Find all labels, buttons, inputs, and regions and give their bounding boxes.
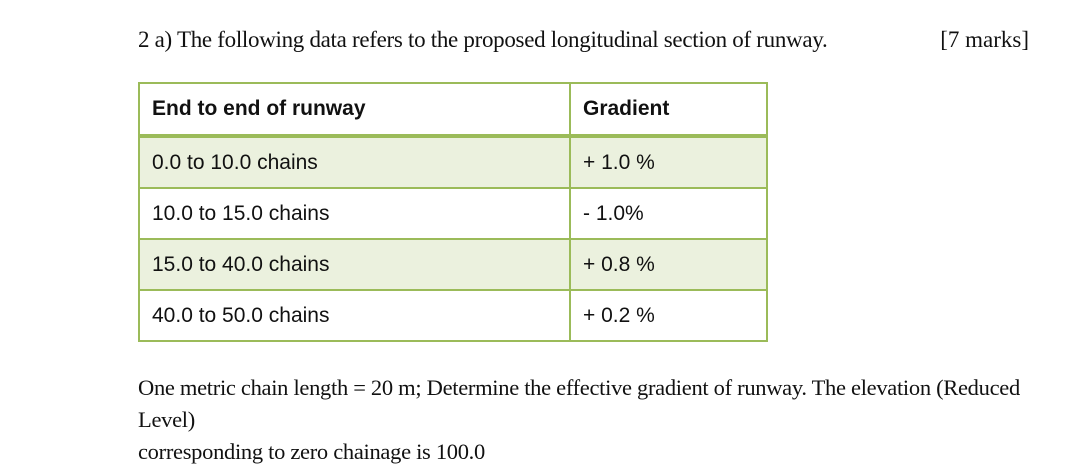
range-cell: 40.0 to 50.0 chains <box>138 289 571 342</box>
header-gradient: Gradient <box>569 82 768 138</box>
gradient-cell: + 0.2 % <box>569 289 768 342</box>
table-row: 0.0 to 10.0 chains + 1.0 % <box>138 135 768 189</box>
problem-statement: One metric chain length = 20 m; Determin… <box>138 372 1058 468</box>
table-row: 40.0 to 50.0 chains + 0.2 % <box>138 289 768 342</box>
table-header-row: End to end of runway Gradient <box>138 82 768 138</box>
gradient-cell: + 0.8 % <box>569 238 768 291</box>
problem-statement-line-2: corresponding to zero chainage is 100.0 <box>138 439 485 464</box>
gradient-cell: - 1.0% <box>569 187 768 240</box>
range-cell: 0.0 to 10.0 chains <box>138 135 571 189</box>
gradient-cell: + 1.0 % <box>569 135 768 189</box>
table-row: 10.0 to 15.0 chains - 1.0% <box>138 187 768 240</box>
question-text: 2 a) The following data refers to the pr… <box>138 27 828 52</box>
range-cell: 15.0 to 40.0 chains <box>138 238 571 291</box>
gradient-table: End to end of runway Gradient 0.0 to 10.… <box>138 82 768 342</box>
header-range: End to end of runway <box>138 82 571 138</box>
problem-statement-line-1: One metric chain length = 20 m; Determin… <box>138 375 1020 432</box>
range-cell: 10.0 to 15.0 chains <box>138 187 571 240</box>
table-row: 15.0 to 40.0 chains + 0.8 % <box>138 238 768 291</box>
marks-label: [7 marks] <box>940 27 1029 52</box>
